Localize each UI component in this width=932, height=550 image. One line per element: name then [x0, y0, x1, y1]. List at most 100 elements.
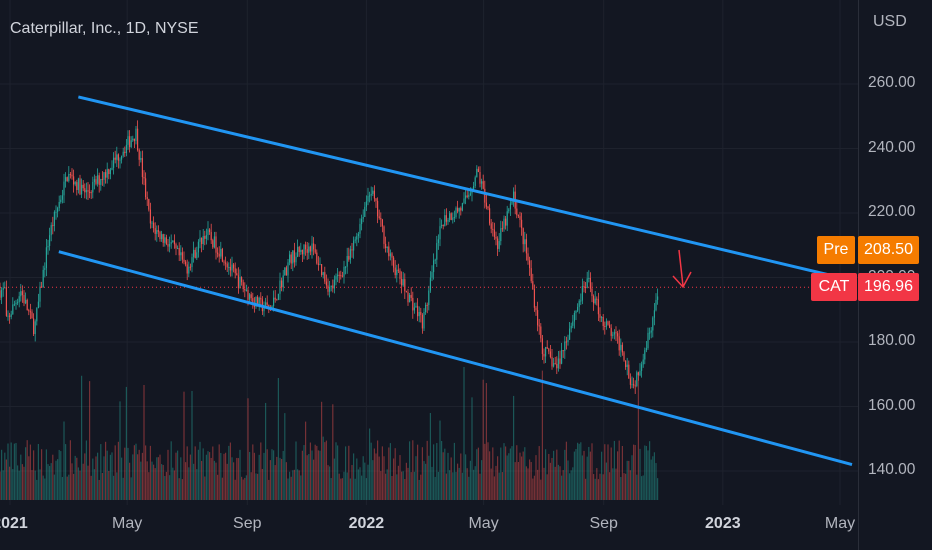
volume-bar [188, 467, 190, 500]
volume-bar [218, 444, 220, 500]
last-price-tag: 196.96 [858, 273, 919, 301]
volume-bar [279, 457, 281, 500]
candle-body [567, 339, 569, 343]
candle-body [169, 243, 171, 247]
candle-body [405, 291, 407, 293]
volume-bar [394, 448, 396, 500]
candle-body [249, 294, 251, 300]
volume-bar [338, 473, 340, 500]
volume-bar [0, 471, 1, 500]
volume-bar [492, 447, 494, 500]
candle-body [25, 299, 27, 304]
candle-body [140, 158, 142, 160]
candle-body [237, 275, 239, 289]
volume-bar [514, 462, 516, 500]
volume-bar [476, 449, 478, 500]
candle-body [348, 256, 350, 260]
volume-bar [535, 455, 537, 500]
candle-body [36, 308, 38, 322]
volume-bar [210, 457, 212, 500]
volume-bar [28, 456, 30, 500]
time-tick-label: May [112, 515, 143, 532]
volume-bar [509, 448, 511, 500]
volume-bar [68, 474, 70, 500]
volume-bar [637, 380, 639, 500]
candle-body [7, 315, 9, 317]
volume-bar [172, 467, 174, 500]
volume-bar [596, 468, 598, 500]
candle-body [602, 317, 604, 326]
volume-bar [402, 471, 404, 500]
candle-body [586, 278, 588, 288]
volume-bar [527, 468, 529, 500]
candle-body [460, 208, 462, 211]
volume-bar [365, 478, 367, 500]
candle-body [5, 287, 7, 316]
volume-bar [33, 450, 35, 500]
volume-bar [106, 450, 108, 500]
volume-bar [373, 448, 375, 500]
candle-body [589, 277, 591, 289]
volume-bar [543, 467, 545, 500]
volume-bar [487, 442, 489, 500]
volume-bar [287, 478, 289, 500]
volume-bar [625, 473, 627, 500]
volume-bar [428, 455, 430, 500]
volume-bar [460, 453, 462, 500]
candle-body [385, 243, 387, 249]
candle-body [37, 301, 39, 309]
volume-bar [135, 443, 137, 500]
candle-body [634, 385, 636, 387]
volume-bar [124, 447, 126, 500]
volume-bar [553, 450, 555, 500]
candle-body [242, 282, 244, 289]
candle-body [338, 274, 340, 276]
volume-bar [589, 451, 591, 500]
volume-bar [229, 442, 231, 500]
volume-bar [23, 466, 25, 500]
candle-body [428, 290, 430, 306]
candle-body [287, 262, 289, 276]
volume-bar [85, 440, 87, 500]
volume-bar [367, 464, 369, 500]
candle-body [620, 344, 622, 351]
volume-bar [103, 456, 105, 500]
volume-bar [41, 449, 43, 500]
candle-body [196, 252, 198, 259]
candle-body [594, 298, 596, 304]
volume-bar [170, 441, 172, 500]
candle-body [239, 277, 241, 289]
candle-body [591, 288, 593, 297]
volume-bar [161, 464, 163, 500]
candle-body [457, 207, 459, 212]
volume-bar [237, 458, 239, 500]
volume-bar [445, 473, 447, 500]
volume-bar [450, 457, 452, 500]
volume-bar [545, 449, 547, 500]
volume-bar [484, 443, 486, 500]
volume-bar [482, 379, 484, 500]
channel-upper-line[interactable] [78, 95, 841, 279]
volume-bar [66, 476, 68, 500]
candle-body [157, 230, 159, 232]
volume-bar [458, 467, 460, 500]
candle-body [529, 260, 531, 269]
channel-lower-line[interactable] [58, 250, 853, 466]
volume-bar [591, 443, 593, 500]
candle-body [129, 136, 131, 148]
volume-bar [439, 420, 441, 500]
candle-body [449, 213, 451, 220]
volume-bar [433, 444, 435, 500]
candle-body [572, 321, 574, 326]
volume-bar [420, 474, 422, 500]
candle-body [367, 196, 369, 202]
volume-bar [466, 468, 468, 500]
candle-body [540, 326, 542, 339]
volume-bar [221, 477, 223, 500]
volume-bar [234, 479, 236, 500]
candle-body [575, 310, 577, 314]
candle-body [122, 151, 124, 156]
candle-body [527, 253, 529, 261]
volume-bar [585, 478, 587, 500]
